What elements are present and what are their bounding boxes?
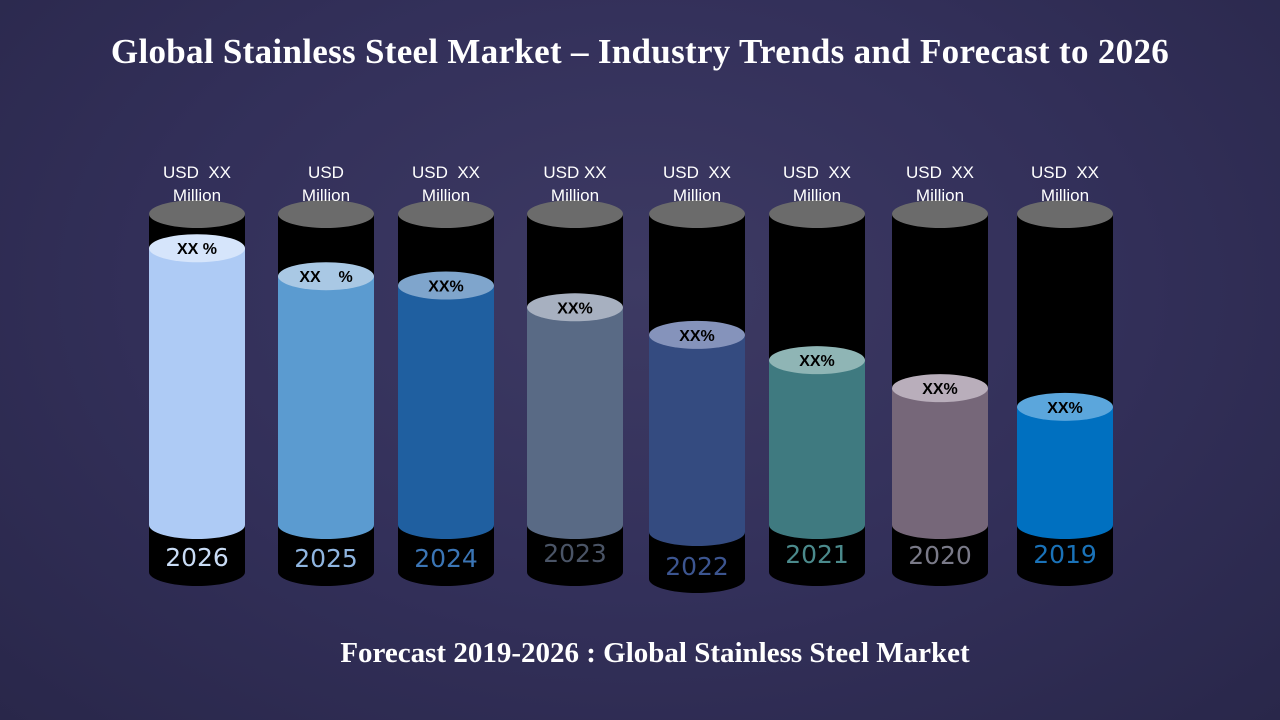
percent-label: XX % bbox=[177, 241, 217, 258]
value-label: USD XX bbox=[1031, 163, 1099, 182]
cylinder-fill-top bbox=[892, 374, 988, 403]
cylinder-fill-top bbox=[398, 271, 494, 300]
cylinder-fill-2025 bbox=[278, 276, 374, 539]
percent-label: XX% bbox=[1047, 400, 1083, 417]
year-label: 2023 bbox=[543, 539, 607, 568]
percent-label: XX% bbox=[679, 328, 715, 345]
cylinder-fill-2020 bbox=[892, 388, 988, 539]
value-label: Million bbox=[916, 186, 964, 205]
value-label: Million bbox=[422, 186, 470, 205]
cylinder-fill-top bbox=[149, 234, 245, 263]
value-label: Million bbox=[673, 186, 721, 205]
cylinder-cap bbox=[649, 200, 745, 228]
year-label: 2019 bbox=[1033, 540, 1097, 569]
cylinder-fill-top bbox=[769, 346, 865, 375]
cylinder-fill-2019 bbox=[1017, 406, 1113, 539]
percent-label: XX% bbox=[799, 353, 835, 370]
page-title: Global Stainless Steel Market – Industry… bbox=[110, 32, 1170, 71]
year-label: 2024 bbox=[414, 544, 478, 573]
value-label: Million bbox=[793, 186, 841, 205]
value-label: Million bbox=[302, 186, 350, 205]
value-label: Million bbox=[173, 186, 221, 205]
cylinder-cap bbox=[1017, 200, 1113, 228]
year-label: 2022 bbox=[665, 552, 729, 581]
year-label: 2026 bbox=[165, 543, 229, 572]
value-label: USD XX bbox=[906, 163, 974, 182]
value-label: Million bbox=[1041, 186, 1089, 205]
value-label: USD XX bbox=[663, 163, 731, 182]
cylinder-fill-top bbox=[278, 262, 374, 291]
cylinder-fill-2021 bbox=[769, 360, 865, 539]
year-label: 2025 bbox=[294, 544, 358, 573]
cylinder-cap bbox=[892, 200, 988, 228]
cylinder-cap bbox=[769, 200, 865, 228]
value-label: Million bbox=[551, 186, 599, 205]
cylinder-fill-top bbox=[649, 320, 745, 349]
percent-label: XX % bbox=[299, 269, 352, 286]
cylinder-fill-2022 bbox=[649, 334, 745, 546]
value-label: USD XX bbox=[163, 163, 231, 182]
cylinder-cap bbox=[278, 200, 374, 228]
cylinder-fill-2026 bbox=[149, 248, 245, 539]
value-label: USD XX bbox=[412, 163, 480, 182]
cylinder-cap bbox=[149, 200, 245, 228]
cylinder-cap bbox=[398, 200, 494, 228]
cylinder-fill-2024 bbox=[398, 285, 494, 539]
year-label: 2020 bbox=[908, 541, 972, 570]
percent-label: XX% bbox=[557, 300, 593, 317]
cylinder-cap bbox=[527, 200, 623, 228]
cylinder-fill-top bbox=[1017, 392, 1113, 421]
percent-label: XX% bbox=[922, 381, 958, 398]
cylinder-fill-top bbox=[527, 293, 623, 322]
cylinder-fill-2023 bbox=[527, 307, 623, 539]
year-label: 2021 bbox=[785, 540, 849, 569]
value-label: USD XX bbox=[783, 163, 851, 182]
footer-caption: Forecast 2019-2026 : Global Stainless St… bbox=[340, 637, 970, 669]
percent-label: XX% bbox=[428, 279, 464, 296]
value-label: USD XX bbox=[543, 163, 606, 182]
value-label: USD bbox=[308, 163, 344, 182]
